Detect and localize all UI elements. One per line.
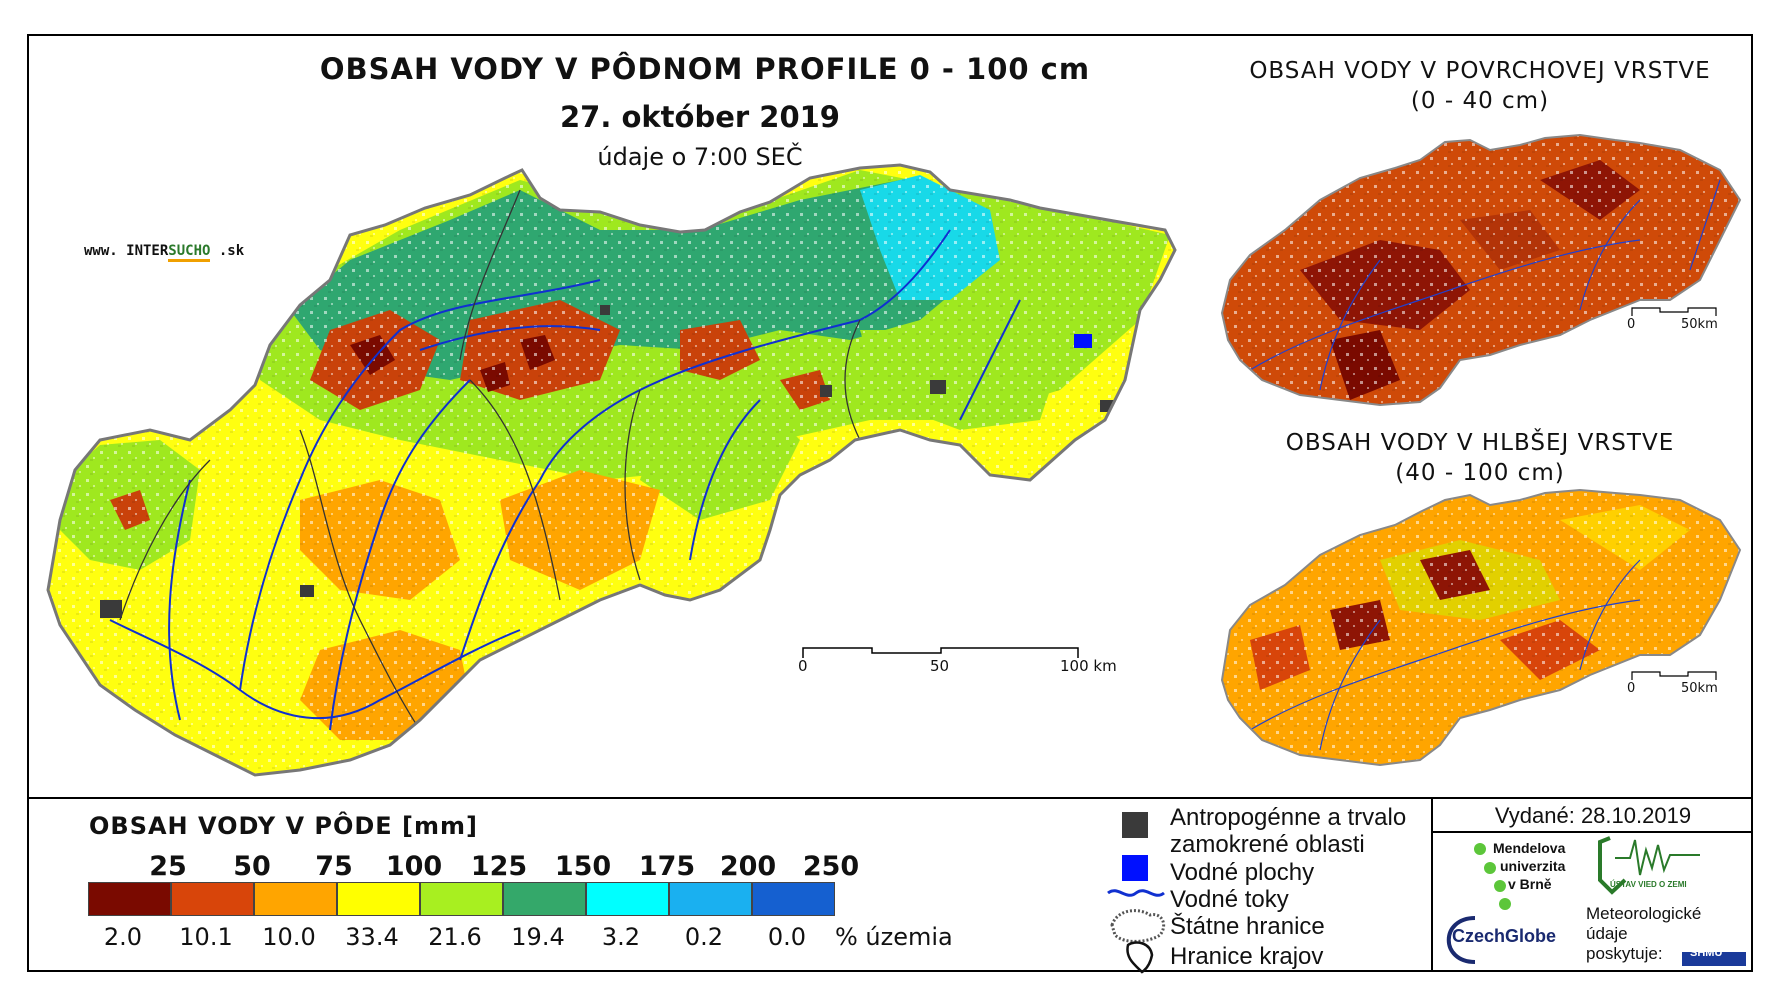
- legend-swatch: [171, 882, 254, 916]
- legend-anthropogenic-label: Antropogénne a trvalo: [1170, 804, 1407, 831]
- legend-tick: 75: [315, 851, 353, 882]
- surface-map-title: OBSAH VODY V POVRCHOVEJ VRSTVE: [1249, 58, 1711, 84]
- mendel-line-3: v Brně: [1508, 876, 1552, 892]
- legend-tick: 200: [719, 851, 777, 882]
- meteo-line-1: Meteorologické: [1586, 904, 1702, 923]
- legend-rivers-label: Vodné toky: [1170, 886, 1289, 913]
- legend-tick: 125: [470, 851, 528, 882]
- legend-percent: 0.2: [684, 923, 724, 951]
- legend-region-border-label: Hranice krajov: [1170, 943, 1324, 970]
- mendel-dot-icon: [1494, 880, 1506, 892]
- mendel-dot-icon: [1484, 862, 1496, 874]
- river-line-icon: [1107, 889, 1165, 897]
- region-border-icon: [1126, 941, 1154, 974]
- legend-state-border-label: Štátne hranice: [1170, 913, 1325, 940]
- legend-swatch: [752, 882, 835, 916]
- scale-label: 100 km: [1060, 657, 1117, 675]
- legend-percent: 0.0: [767, 923, 807, 951]
- map-title: OBSAH VODY V PÔDNOM PROFILE 0 - 100 cm: [319, 52, 1091, 86]
- map-date: 27. október 2019: [559, 100, 840, 134]
- state-border-icon: [1110, 909, 1166, 943]
- scale-label: 0: [798, 657, 808, 675]
- shmu-logo-icon: [1682, 952, 1746, 966]
- scale-label: 50km: [1681, 317, 1718, 332]
- legend-tick: 25: [149, 851, 187, 882]
- state-border: [46, 163, 1177, 777]
- scale-label: 50km: [1681, 681, 1718, 696]
- czechglobe-label: CzechGlobe: [1452, 926, 1557, 946]
- legend-swatch: [88, 882, 171, 916]
- meteo-line-2: údaje: [1586, 924, 1628, 943]
- surface-map-subtitle: (0 - 40 cm): [1410, 88, 1550, 114]
- legend-title: OBSAH VODY V PÔDE [mm]: [89, 812, 479, 840]
- legend-swatch: [586, 882, 669, 916]
- legend-percent: 19.4: [511, 923, 565, 951]
- dark-square-icon: [1122, 812, 1148, 838]
- legend-percent: 21.6: [428, 923, 482, 951]
- scale-label: 0: [1627, 681, 1636, 696]
- legend-percent-unit: % územia: [835, 923, 953, 951]
- legend-tick: 175: [638, 851, 696, 882]
- surface-scale-bar: [1631, 307, 1717, 316]
- issued-date: Vydané: 28.10.2019: [1494, 803, 1692, 828]
- deep-scale-bar: [1631, 671, 1717, 680]
- main-scale-bar: [802, 647, 1079, 658]
- deep-layer-map: [1222, 490, 1740, 765]
- legend-percent: 3.2: [601, 923, 641, 951]
- legend-swatch: [420, 882, 503, 916]
- legend-percent: 2.0: [103, 923, 143, 951]
- mendel-dot-icon: [1474, 843, 1486, 855]
- ustav-label: ÚSTAV VIED O ZEMI: [1610, 880, 1687, 889]
- mendel-dot-icon: [1499, 898, 1511, 910]
- deep-map-subtitle: (40 - 100 cm): [1395, 460, 1565, 486]
- legend-tick: 100: [385, 851, 443, 882]
- divider: [27, 797, 1753, 799]
- legend-swatch: [337, 882, 420, 916]
- legend-percent: 33.4: [345, 923, 399, 951]
- legend-swatch: [254, 882, 337, 916]
- mendel-line-1: Mendelova: [1493, 840, 1566, 856]
- legend-percent: 10.1: [179, 923, 233, 951]
- surface-layer-map: [1222, 135, 1740, 405]
- mendel-line-2: univerzita: [1500, 858, 1566, 874]
- meteo-line-3: poskytuje:: [1586, 944, 1663, 963]
- legend-tick: 50: [233, 851, 271, 882]
- scale-label: 50: [930, 657, 950, 675]
- legend-tick: 150: [554, 851, 612, 882]
- legend-swatch: [503, 882, 586, 916]
- legend-swatch: [669, 882, 752, 916]
- legend-anthropogenic-label-2: zamokrené oblasti: [1170, 831, 1365, 858]
- legend-water-bodies-label: Vodné plochy: [1170, 859, 1315, 886]
- legend-percent: 10.0: [262, 923, 316, 951]
- blue-square-icon: [1122, 855, 1148, 881]
- ustav-logo-icon: [1598, 836, 1627, 895]
- czechglobe-logo-icon: [1446, 916, 1476, 964]
- map-time: údaje o 7:00 SEČ: [597, 143, 803, 171]
- deep-map-title: OBSAH VODY V HLBŠEJ VRSTVE: [1285, 430, 1675, 456]
- divider: [1431, 831, 1753, 833]
- intersucho-logo: www. INTERSUCHO .sk: [84, 243, 244, 262]
- divider: [1431, 797, 1433, 972]
- legend-tick: 250: [802, 851, 860, 882]
- shmu-label: SHMÚ: [1690, 947, 1723, 959]
- scale-label: 0: [1627, 317, 1636, 332]
